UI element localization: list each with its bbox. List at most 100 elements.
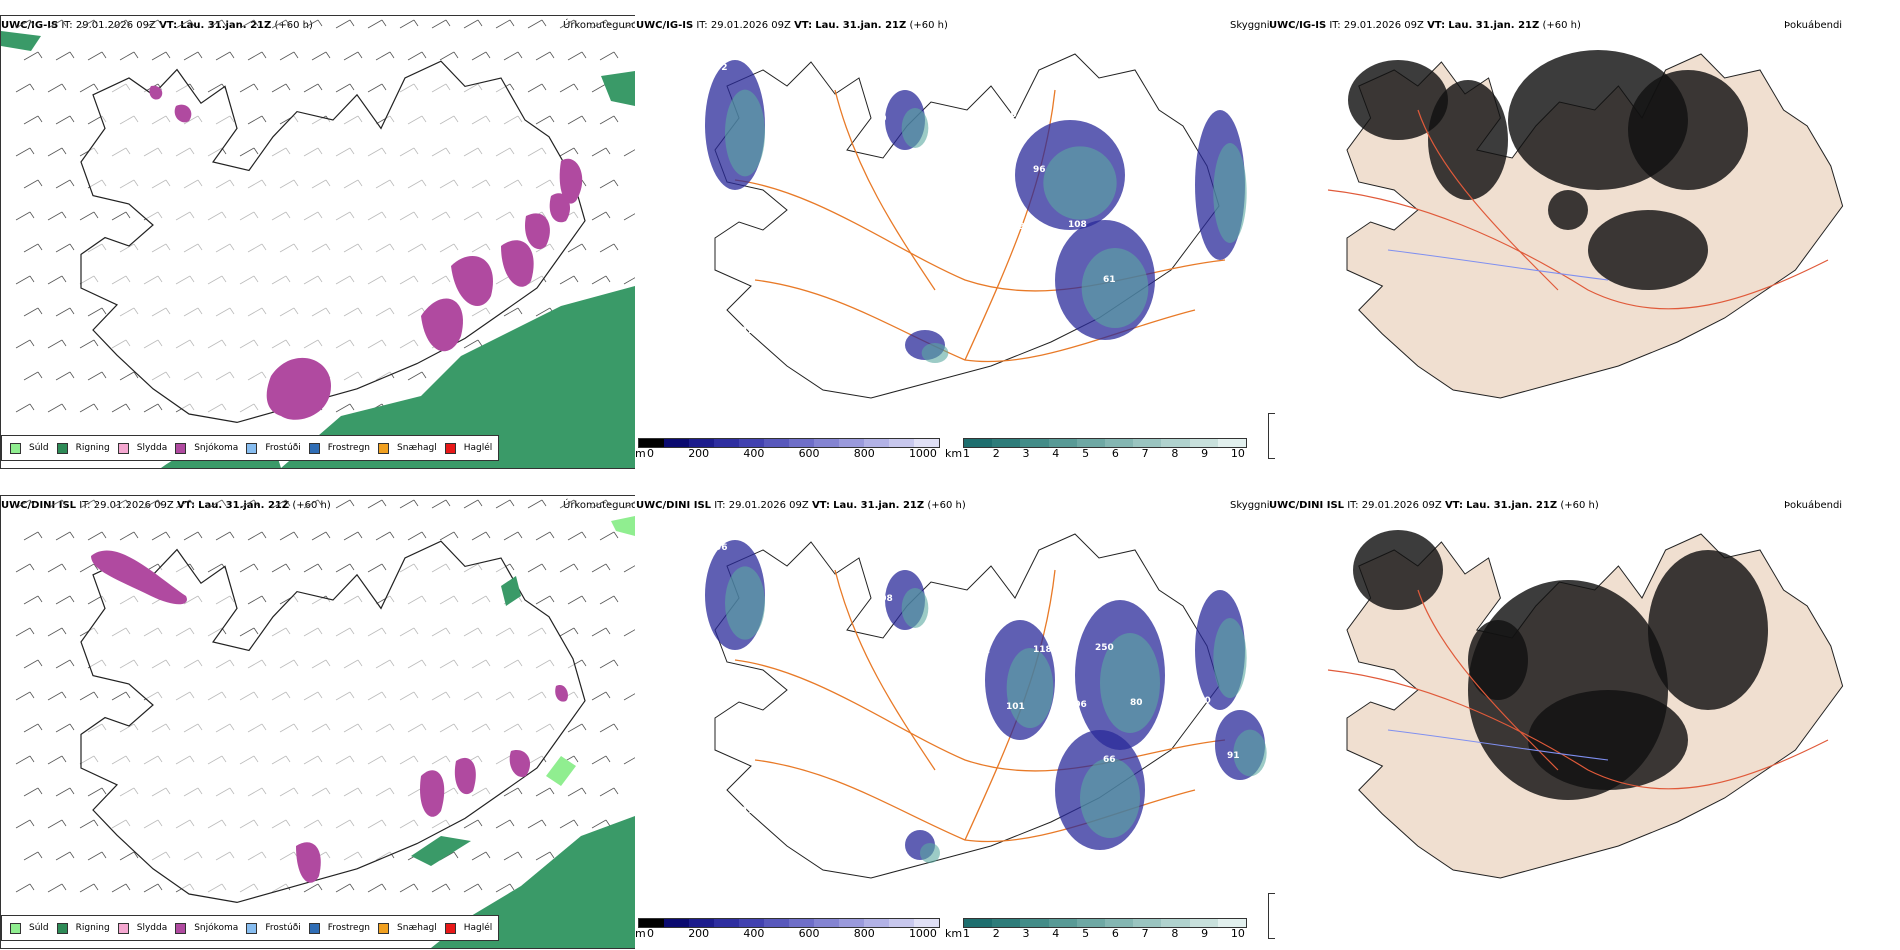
wind-barb-tick (317, 19, 323, 27)
cloud-title-row2: UWC/DINI ISL IT: 29.01.2026 09Z VT: Lau.… (636, 500, 966, 511)
wind-barb (47, 339, 63, 349)
wind-barb (143, 499, 159, 509)
fog-index-label-row1: Þokuábendi (1784, 20, 1843, 31)
legend-item-rigning: Rigning (56, 922, 110, 934)
colorbar-segment (764, 439, 789, 447)
ceiling-value-label: 22 (909, 169, 922, 179)
wind-barb-tick (613, 787, 619, 795)
colorbar-segment (639, 919, 664, 927)
wind-barb (15, 83, 31, 93)
wind-barb-tick (549, 595, 555, 603)
wind-barb-tick (325, 531, 331, 539)
legend-label: Rigning (75, 443, 110, 453)
colorbar-segment (864, 439, 889, 447)
colorbar-segment (1076, 919, 1106, 927)
wind-barb-tick (285, 19, 291, 27)
wind-barb (23, 307, 39, 317)
wind-barb-tick (613, 243, 619, 251)
precip-map-row1[interactable] (0, 15, 635, 469)
wind-barb (119, 531, 135, 541)
wind-barb (399, 499, 415, 509)
legend-item-slydda: Slydda (117, 922, 167, 934)
wind-barb (335, 499, 351, 509)
wind-barb (471, 531, 487, 541)
wind-barb (151, 51, 167, 61)
cloud-map-row1[interactable]: 72 63 22 139 61 81 96 80 95 108 104 121 115 86 96 125 12… (635, 30, 1275, 430)
wind-barb-tick (125, 499, 131, 507)
colorbar-tick-label: 8 (1171, 447, 1179, 460)
legend-item-haglél: Haglél (444, 922, 492, 934)
wind-barb-tick (253, 147, 259, 155)
reduced-visibility-area (901, 588, 929, 628)
wind-barb (55, 179, 71, 189)
wind-barb-tick (549, 851, 555, 859)
wind-barb-tick (37, 659, 43, 667)
wind-barb (207, 19, 223, 29)
wind-barb-tick (261, 51, 267, 59)
legend-swatch (378, 442, 390, 454)
fog-map-row1[interactable] (1268, 30, 1900, 430)
wind-barb-tick (253, 19, 259, 27)
colorbar-segment (689, 439, 714, 447)
wind-barb (239, 147, 255, 157)
wind-barb-tick (613, 531, 619, 539)
ceiling-value-label: 96 (777, 381, 790, 391)
wind-barb (623, 213, 635, 221)
wind-barb (591, 691, 607, 701)
wind-barb (47, 499, 63, 509)
visibility-label-row1: Skyggni (1230, 20, 1270, 31)
wind-barb-tick (125, 883, 131, 891)
wind-barb (399, 883, 415, 893)
wind-barb (47, 627, 63, 637)
wind-barb-tick (541, 563, 547, 571)
wind-barb-tick (381, 883, 387, 891)
colorbar-tick-label: 9 (1201, 927, 1209, 940)
wind-barb (431, 883, 447, 893)
wind-barb (303, 83, 319, 93)
wind-barb (15, 147, 31, 157)
fog-map-row2[interactable] (1268, 510, 1900, 910)
colorbar-tick-label: 1000 (908, 447, 937, 460)
cloud-map-row2[interactable]: 96 107 23 101 66 115 59 108 104 106 126 118 116 141 11… (635, 510, 1275, 910)
reduced-visibility-area (1213, 143, 1247, 243)
wind-barb (567, 531, 583, 541)
wind-barb-tick (61, 819, 67, 827)
wind-barb (119, 51, 135, 61)
wind-barb (335, 83, 351, 93)
ceiling-value-label: 72 (715, 63, 728, 73)
wind-barb-tick (101, 851, 107, 859)
wind-barb (591, 147, 607, 157)
colorbar-segment (1161, 919, 1190, 927)
cloud-panel-row2: UWC/DINI ISL IT: 29.01.2026 09Z VT: Lau.… (635, 480, 1275, 950)
wind-barb (55, 307, 71, 317)
ceiling-colorbar-row1: m 0 200 400 600 800 1000 (635, 438, 940, 463)
legend-label: Frostúði (265, 443, 301, 453)
wind-barb-tick (189, 83, 195, 91)
road-line (734, 659, 1226, 772)
wind-barb-tick (165, 51, 171, 59)
wind-barb (23, 179, 39, 189)
wind-barb-tick (189, 19, 195, 27)
wind-barb-tick (229, 51, 235, 59)
colorbar-tick-label: 800 (853, 927, 875, 940)
wind-barb-tick (133, 851, 139, 859)
wind-barb (111, 499, 127, 509)
colorbar-segment (992, 919, 1021, 927)
wind-barb (559, 275, 575, 285)
wind-barb-tick (573, 147, 579, 155)
legend-item-frostregn: Frostregn (308, 922, 370, 934)
fog-panel-row2: UWC/DINI ISL IT: 29.01.2026 09Z VT: Lau.… (1268, 480, 1900, 950)
wind-barb-tick (485, 531, 491, 539)
wind-barb (567, 243, 583, 253)
wind-barb (47, 819, 63, 829)
wind-barb-tick (197, 51, 203, 59)
wind-barb (503, 787, 519, 797)
ceiling-colorbar-row2: m 0 200 400 600 800 1000 (635, 918, 940, 943)
wind-barb (471, 851, 487, 861)
wind-barb-tick (349, 19, 355, 27)
precip-map-row2[interactable] (0, 495, 635, 949)
wind-barb-tick (581, 531, 587, 539)
wind-barb-tick (229, 531, 235, 539)
wind-barb-tick (93, 339, 99, 347)
wind-barb (47, 563, 63, 573)
